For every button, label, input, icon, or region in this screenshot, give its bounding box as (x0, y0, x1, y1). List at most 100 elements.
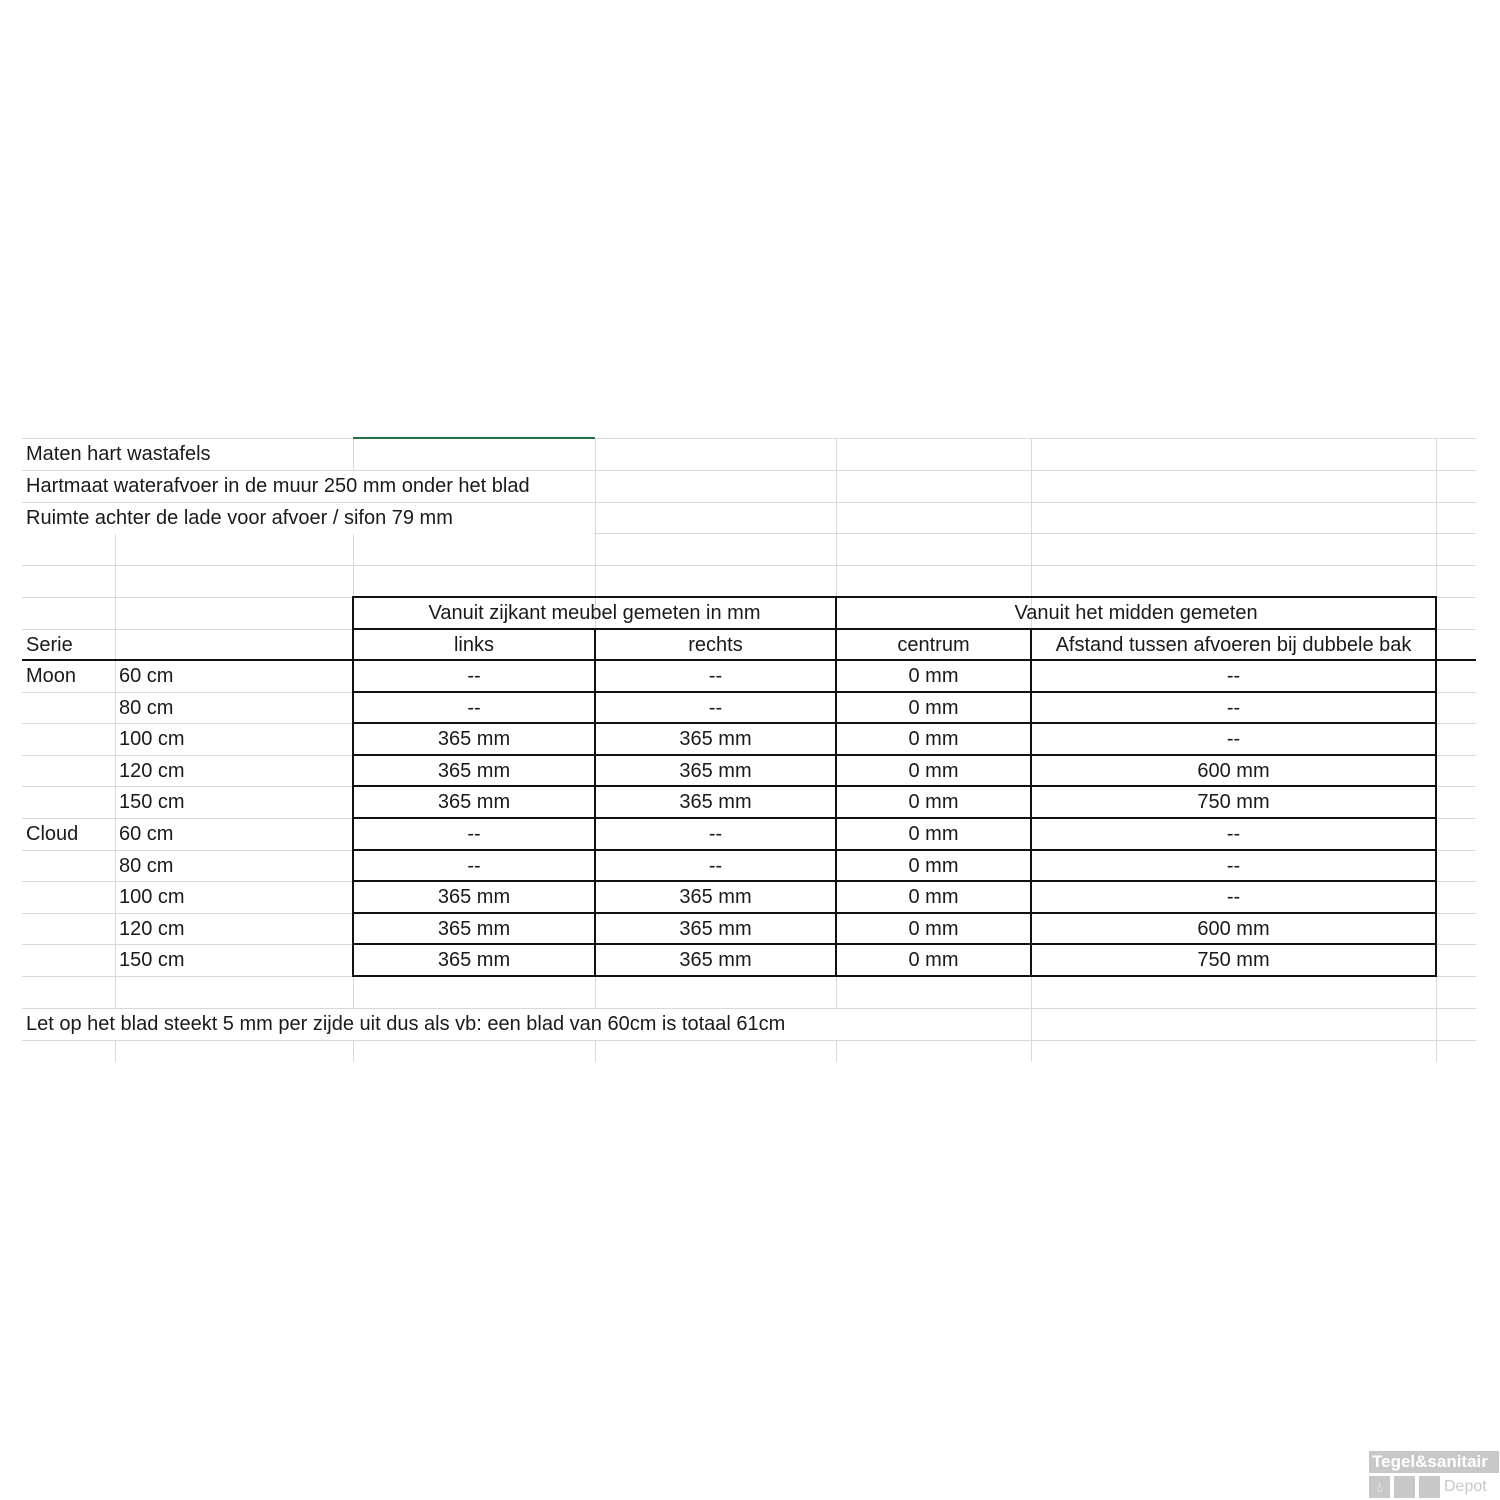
afstand-cell[interactable]: -- (1226, 697, 1241, 719)
centrum-cell[interactable]: 0 mm (908, 665, 959, 687)
links-cell[interactable]: 365 mm (437, 949, 511, 971)
serie-cell[interactable]: Moon (26, 665, 77, 687)
rechts-cell[interactable]: -- (708, 665, 723, 687)
centrum-cell[interactable]: 0 mm (908, 728, 959, 750)
rechts-cell[interactable]: -- (708, 855, 723, 877)
afstand-cell[interactable]: 750 mm (1197, 949, 1270, 971)
table-row-border (353, 849, 1436, 851)
header-cell-serie[interactable]: Serie (26, 634, 73, 656)
column-header-2[interactable]: rechts (688, 634, 743, 656)
table-border-inner (1030, 628, 1032, 976)
gridline (22, 533, 1476, 534)
size-cell[interactable]: 150 cm (119, 949, 185, 971)
logo-square (1419, 1476, 1440, 1498)
gridline (22, 1040, 1476, 1041)
gridline (115, 533, 116, 1062)
info-cell[interactable]: Hartmaat waterafvoer in de muur 250 mm o… (22, 471, 594, 502)
rechts-cell[interactable]: -- (708, 697, 723, 719)
size-cell[interactable]: 120 cm (119, 760, 185, 782)
table-row-border (353, 722, 1436, 724)
links-cell[interactable]: 365 mm (437, 918, 511, 940)
serie-cell[interactable] (22, 882, 115, 913)
size-cell[interactable]: 100 cm (119, 886, 185, 908)
centrum-cell[interactable]: 0 mm (908, 949, 959, 971)
table-row-border (353, 880, 1436, 882)
links-cell[interactable]: 365 mm (437, 791, 511, 813)
gridline (22, 502, 1476, 503)
info-cell[interactable]: Ruimte achter de lade voor afvoer / sifo… (22, 503, 594, 534)
rechts-cell[interactable]: 365 mm (679, 760, 752, 782)
size-cell[interactable]: 80 cm (119, 697, 174, 719)
gridline (22, 1008, 1476, 1009)
gridline (22, 438, 1476, 439)
table-row-border (353, 659, 1436, 661)
size-cell[interactable]: 120 cm (119, 918, 185, 940)
column-header-4[interactable]: Afstand tussen afvoeren bij dubbele bak (1055, 634, 1412, 656)
links-cell[interactable]: 365 mm (437, 886, 511, 908)
links-cell[interactable]: 365 mm (437, 728, 511, 750)
table-row-border (353, 943, 1436, 945)
rechts-cell[interactable]: 365 mm (679, 886, 752, 908)
afstand-cell[interactable]: -- (1226, 886, 1241, 908)
size-cell[interactable]: 150 cm (119, 791, 185, 813)
centrum-cell[interactable]: 0 mm (908, 855, 959, 877)
rechts-cell[interactable]: 365 mm (679, 728, 752, 750)
group-header-cell[interactable]: Vanuit zijkant meubel gemeten in mm (428, 602, 761, 624)
table-row-border (353, 912, 1436, 914)
size-cell[interactable]: 80 cm (119, 855, 174, 877)
table-row-border (353, 785, 1436, 787)
serie-cell[interactable] (22, 914, 115, 945)
links-cell[interactable]: 365 mm (437, 760, 511, 782)
rechts-cell[interactable]: -- (708, 823, 723, 845)
centrum-cell[interactable]: 0 mm (908, 886, 959, 908)
serie-cell[interactable] (22, 945, 115, 976)
links-cell[interactable]: -- (467, 697, 481, 719)
centrum-cell[interactable]: 0 mm (908, 823, 959, 845)
table-border-right (1435, 596, 1437, 977)
rechts-cell[interactable]: 365 mm (679, 918, 752, 940)
title-cell[interactable]: Maten hart wastafels (22, 439, 352, 470)
table-row-border (353, 817, 1436, 819)
serie-cell[interactable]: Cloud (26, 823, 79, 845)
serie-cell[interactable] (22, 851, 115, 882)
afstand-cell[interactable]: 600 mm (1197, 760, 1270, 782)
afstand-cell[interactable]: 600 mm (1197, 918, 1270, 940)
size-cell[interactable]: 100 cm (119, 728, 185, 750)
afstand-cell[interactable]: -- (1226, 665, 1241, 687)
rechts-cell[interactable]: 365 mm (679, 791, 752, 813)
centrum-cell[interactable]: 0 mm (908, 760, 959, 782)
logo-subtext: Depot (1444, 1478, 1487, 1495)
serie-cell[interactable] (22, 787, 115, 818)
table-border-bottom (352, 975, 1437, 977)
centrum-cell[interactable]: 0 mm (908, 791, 959, 813)
serie-cell[interactable] (22, 724, 115, 755)
watermark-logo: Tegel&sanitair 💧︎ Depot (1369, 1451, 1499, 1500)
afstand-cell[interactable]: 750 mm (1197, 791, 1270, 813)
column-header-3[interactable]: centrum (897, 634, 970, 656)
group-header-cell[interactable]: Vanuit het midden gemeten (1014, 602, 1258, 624)
selected-cell-indicator (353, 437, 595, 439)
size-cell[interactable]: 60 cm (119, 665, 174, 687)
logo-text: Tegel&sanitair (1369, 1451, 1499, 1473)
serie-cell[interactable] (22, 693, 115, 724)
afstand-cell[interactable]: -- (1226, 728, 1241, 750)
table-row-border (353, 628, 1436, 630)
table-border-inner (594, 628, 596, 976)
centrum-cell[interactable]: 0 mm (908, 697, 959, 719)
links-cell[interactable]: -- (467, 665, 481, 687)
afstand-cell[interactable]: -- (1226, 823, 1241, 845)
gridline (22, 470, 1476, 471)
rechts-cell[interactable]: 365 mm (679, 949, 752, 971)
centrum-cell[interactable]: 0 mm (908, 918, 959, 940)
water-drop-icon: 💧︎ (1369, 1476, 1390, 1498)
table-row-border (353, 691, 1436, 693)
afstand-cell[interactable]: -- (1226, 855, 1241, 877)
links-cell[interactable]: -- (467, 855, 481, 877)
table-row-border (353, 754, 1436, 756)
note-cell[interactable]: Let op het blad steekt 5 mm per zijde ui… (22, 1009, 1030, 1040)
size-cell[interactable]: 60 cm (119, 823, 174, 845)
column-header-1[interactable]: links (453, 634, 494, 656)
links-cell[interactable]: -- (467, 823, 481, 845)
logo-square (1394, 1476, 1415, 1498)
serie-cell[interactable] (22, 756, 115, 787)
